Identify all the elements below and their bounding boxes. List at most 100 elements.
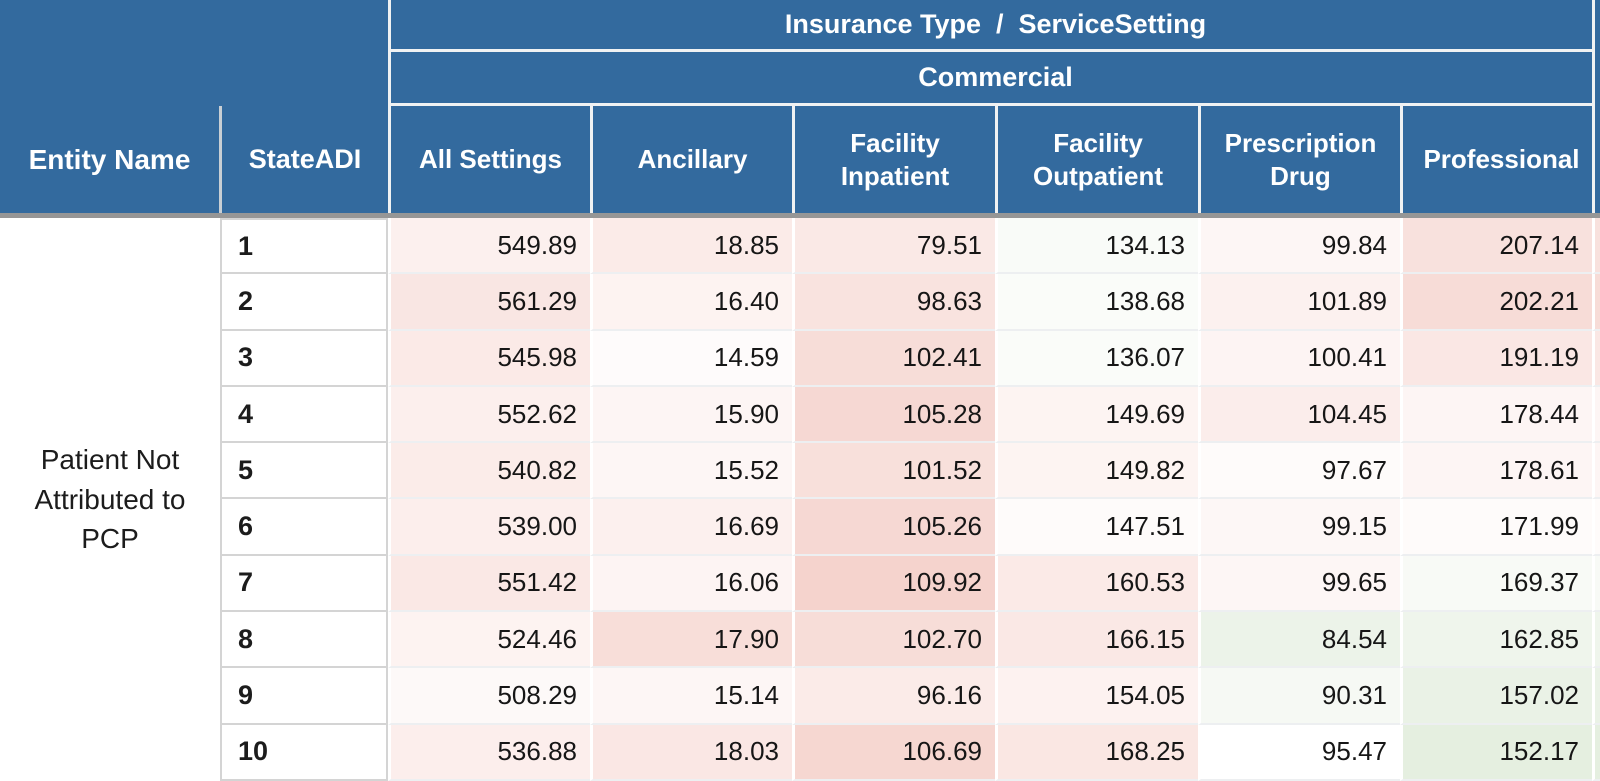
value-cell[interactable]: 100.41 — [1198, 330, 1400, 387]
value-cell[interactable]: 105.26 — [792, 499, 995, 556]
value-cell[interactable]: 207.14 — [1400, 218, 1592, 275]
value-cell[interactable]: 14.59 — [590, 330, 792, 387]
value-cell[interactable]: 178.61 — [1400, 443, 1592, 500]
value-cell[interactable]: 16.69 — [590, 499, 792, 556]
value-cell-cutoff-sliver — [1592, 724, 1600, 781]
value-cell[interactable]: 95.47 — [1198, 724, 1400, 781]
span-header-insurance-type[interactable]: Insurance Type / ServiceSetting — [391, 0, 1600, 52]
value-cell[interactable]: 15.14 — [590, 668, 792, 725]
value-cell[interactable]: 105.28 — [792, 386, 995, 444]
column-header-all-settings[interactable]: All Settings — [418, 144, 562, 175]
value-cell[interactable]: 162.85 — [1400, 612, 1592, 669]
value-cell[interactable]: 17.90 — [590, 612, 792, 669]
value-cell[interactable]: 96.16 — [792, 668, 995, 725]
column-header-state-adi[interactable]: StateADI — [248, 144, 362, 174]
state-adi-cell[interactable]: 9 — [220, 668, 388, 725]
value-cell[interactable]: 508.29 — [388, 668, 590, 725]
value-cell[interactable]: 97.67 — [1198, 443, 1400, 500]
value-cell[interactable]: 152.17 — [1400, 724, 1592, 781]
value-cell[interactable]: 166.15 — [995, 612, 1198, 669]
value-cell-cutoff-sliver — [1592, 330, 1600, 387]
value-cell[interactable]: 545.98 — [388, 330, 590, 387]
value-cell[interactable]: 84.54 — [1198, 612, 1400, 669]
value-cell-cutoff-sliver — [1592, 555, 1600, 613]
state-adi-cell[interactable]: 8 — [220, 612, 388, 669]
value-cell[interactable]: 551.42 — [388, 555, 590, 613]
value-cell[interactable]: 79.51 — [792, 218, 995, 275]
value-cell[interactable]: 169.37 — [1400, 555, 1592, 613]
state-adi-cell[interactable]: 3 — [220, 330, 388, 387]
value-cell[interactable]: 16.06 — [590, 555, 792, 613]
value-cell[interactable]: 106.69 — [792, 724, 995, 781]
value-cell[interactable]: 102.70 — [792, 612, 995, 669]
header-right-edge-line — [1592, 0, 1595, 213]
value-cell-cutoff-sliver — [1592, 668, 1600, 725]
value-cell-cutoff-sliver — [1592, 274, 1600, 331]
value-cell[interactable]: 168.25 — [995, 724, 1198, 781]
entity-name-label: Patient Not Attributed to PCP — [34, 443, 186, 555]
value-cell[interactable]: 138.68 — [995, 274, 1198, 331]
column-header-row: All Settings Ancillary Facility Inpatient F… — [391, 106, 1600, 213]
value-cell[interactable]: 98.63 — [792, 274, 995, 331]
value-cell[interactable]: 101.89 — [1198, 274, 1400, 331]
value-cell[interactable]: 202.21 — [1400, 274, 1592, 331]
value-cell[interactable]: 15.52 — [590, 443, 792, 500]
state-adi-cell[interactable]: 5 — [220, 443, 388, 500]
column-header-entity-name[interactable]: Entity Name — [28, 143, 191, 175]
value-cell[interactable]: 99.15 — [1198, 499, 1400, 556]
value-cell[interactable]: 147.51 — [995, 499, 1198, 556]
state-adi-cell[interactable]: 10 — [220, 724, 388, 781]
value-cell[interactable]: 18.85 — [590, 218, 792, 275]
header-left-block: Entity Name StateADI — [0, 0, 388, 213]
value-cell[interactable]: 109.92 — [792, 555, 995, 613]
state-adi-cell[interactable]: 7 — [220, 555, 388, 613]
value-cell-cutoff-sliver — [1592, 218, 1600, 275]
value-cell[interactable]: 539.00 — [388, 499, 590, 556]
column-header-ancillary[interactable]: Ancillary — [590, 106, 792, 213]
value-cell[interactable]: 149.82 — [995, 443, 1198, 500]
value-cell[interactable]: 136.07 — [995, 330, 1198, 387]
value-cell[interactable]: 99.84 — [1198, 218, 1400, 275]
header-right-sliver — [1595, 0, 1600, 213]
value-cell[interactable]: 178.44 — [1400, 386, 1592, 444]
data-grid: 1 549.89 18.85 79.51 134.13 99.84 207.14 2 561.2… — [220, 218, 1600, 781]
header-right-block: Insurance Type / ServiceSetting Commerci… — [388, 0, 1600, 213]
value-cell[interactable]: 102.41 — [792, 330, 995, 387]
value-cell[interactable]: 15.90 — [590, 386, 792, 444]
value-cell[interactable]: 18.03 — [590, 724, 792, 781]
value-cell[interactable]: 16.40 — [590, 274, 792, 331]
value-cell[interactable]: 149.69 — [995, 386, 1198, 444]
state-adi-cell[interactable]: 4 — [220, 386, 388, 444]
value-cell[interactable]: 171.99 — [1400, 499, 1592, 556]
value-cell[interactable]: 99.65 — [1198, 555, 1400, 613]
value-cell[interactable]: 549.89 — [388, 218, 590, 275]
value-cell[interactable]: 524.46 — [388, 612, 590, 669]
value-cell[interactable]: 134.13 — [995, 218, 1198, 275]
value-cell[interactable]: 157.02 — [1400, 668, 1592, 725]
value-cell[interactable]: 154.05 — [995, 668, 1198, 725]
entity-name-cell[interactable]: Patient Not Attributed to PCP — [0, 218, 220, 781]
value-cell[interactable]: 104.45 — [1198, 386, 1400, 444]
value-cell[interactable]: 561.29 — [388, 274, 590, 331]
value-cell-cutoff-sliver — [1592, 443, 1600, 500]
column-header-facility-inpatient[interactable]: Facility Inpatient — [792, 106, 995, 213]
group-header-commercial[interactable]: Commercial — [391, 52, 1600, 106]
state-adi-cell[interactable]: 6 — [220, 499, 388, 556]
value-cell[interactable]: 536.88 — [388, 724, 590, 781]
value-cell[interactable]: 191.19 — [1400, 330, 1592, 387]
value-cell[interactable]: 160.53 — [995, 555, 1198, 613]
column-header-professional[interactable]: Professional — [1400, 106, 1600, 213]
header-separator — [0, 213, 1600, 218]
column-header-facility-outpatient[interactable]: Facility Outpatient — [995, 106, 1198, 213]
value-cell[interactable]: 90.31 — [1198, 668, 1400, 725]
state-adi-cell[interactable]: 2 — [220, 274, 388, 331]
value-cell[interactable]: 540.82 — [388, 443, 590, 500]
value-cell-cutoff-sliver — [1592, 386, 1600, 444]
value-cell-cutoff-sliver — [1592, 612, 1600, 669]
state-adi-cell[interactable]: 1 — [220, 218, 388, 275]
value-cell[interactable]: 101.52 — [792, 443, 995, 500]
value-cell[interactable]: 552.62 — [388, 386, 590, 444]
column-header-prescription-drug[interactable]: Prescription Drug — [1198, 106, 1400, 213]
value-cell-cutoff-sliver — [1592, 499, 1600, 556]
